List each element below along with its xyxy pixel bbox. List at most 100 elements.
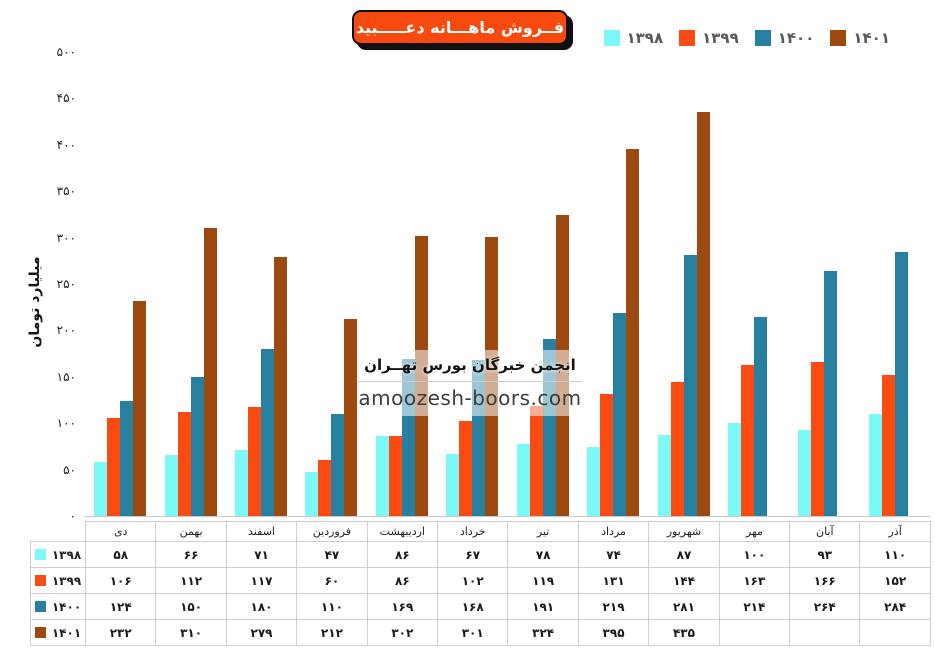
legend-item-۱۳۹۹: ۱۳۹۹ [679,29,739,47]
bar [261,348,275,516]
watermark-url-text: amoozesh-boors.com [358,386,582,410]
row-header-cell: ۱۳۹۹ [30,567,86,594]
legend-label: ۱۳۹۸ [626,29,664,47]
bar [626,149,640,516]
value-cell: ۳۰۱ [437,619,509,646]
month-header-cell: بهمن [155,521,227,542]
value-cell: ۳۹۵ [577,619,650,646]
value-cell: ۳۱۰ [155,619,227,646]
y-tick-label: ۴۵۰ [56,91,76,106]
value-cell: ۲۸۱ [648,593,720,620]
row-header: ۱۴۰۰ [32,600,85,614]
value-cell: ۱۱۷ [225,567,298,594]
legend-swatch-icon [603,30,620,46]
bar-group-10 [719,52,789,516]
value-cell: ۱۳۱ [577,567,650,594]
bar [727,423,741,516]
bar-group-6 [437,52,507,516]
y-tick-label: ۱۰۰ [56,416,76,431]
value-cell: ۲۱۴ [718,593,791,620]
month-header-cell: فروردین [296,521,368,542]
value-cell: ۹۳ [789,541,861,568]
chart-legend: ۱۳۹۸ ۱۳۹۹ ۱۴۰۰ ۱۴۰۱ [603,29,890,47]
bar [683,255,697,516]
bar [529,405,543,516]
row-year-label: ۱۳۹۸ [51,547,82,562]
row-header: ۱۳۹۹ [32,574,85,588]
bar [613,312,627,516]
value-cell: ۲۸۴ [859,593,931,620]
bar-group-12 [860,52,930,516]
month-header-cell: دی [84,521,157,542]
bar-group-8 [578,52,648,516]
value-cell: ۳۲۴ [507,619,579,646]
month-header-cell: آبان [789,521,861,542]
bar [516,443,530,516]
bar-group-9 [648,52,718,516]
month-header-cell: اسفند [225,521,298,542]
bar-group-1 [85,52,155,516]
value-cell: ۱۶۹ [366,593,439,620]
value-cell: ۱۹۱ [507,593,579,620]
legend-item-۱۴۰۰: ۱۴۰۰ [754,29,814,47]
value-cell: ۶۶ [155,541,227,568]
bar [811,361,825,516]
bar [587,447,601,516]
y-tick-label: ۲۵۰ [56,277,76,291]
value-cell: ۱۶۸ [437,593,509,620]
bar [305,472,319,516]
plot-area [85,52,930,516]
bar [107,417,121,516]
bar [740,364,754,516]
value-cell: ۲۷۹ [225,619,298,646]
value-cell: ۱۵۰ [155,593,227,620]
table-corner-cell [31,522,86,542]
table-row-1399: ۱۳۹۹ ۱۰۶ ۱۱۲ ۱۱۷ ۶۰ ۸۶ ۱۰۲ ۱۱۹ ۱۳۱ ۱۴۴ ۱۶۳ ۱۶۶ ۱۵۲ [30,567,931,594]
legend-swatch-icon [830,30,847,46]
value-cell: ۷۸ [507,541,579,568]
bar [798,429,812,516]
bar [94,462,108,516]
legend-swatch-icon [679,30,696,46]
value-cell: ۱۰۰ [718,541,791,568]
bar [203,228,217,516]
bar [446,453,460,516]
y-tick-label: ۳۵۰ [56,184,76,199]
row-header: ۱۳۹۸ [32,547,85,562]
month-header-cell: مهر [718,521,791,542]
bar-group-11 [789,52,859,516]
month-header-cell: تیر [507,521,579,542]
bar [824,271,838,516]
row-swatch-icon [34,549,46,560]
row-swatch-icon [34,627,46,638]
bar [344,319,358,516]
value-cell: ۱۴۴ [648,567,720,594]
y-tick-label: ۴۰۰ [56,137,76,152]
bar [657,435,671,516]
bar [459,421,473,516]
bar-group-2 [155,52,225,516]
row-header-cell: ۱۴۰۱ [30,619,86,646]
bar [331,413,345,516]
y-tick-label: ۱۵۰ [56,369,76,384]
value-cell: ۱۱۰ [296,593,368,620]
value-cell [718,619,791,646]
bar [190,376,204,516]
value-cell: ۵۸ [84,541,157,568]
value-cell: ۱۱۲ [155,567,227,594]
month-header-cell: اردیبهشت [366,521,439,542]
chart-title: فــروش ماهـــانه دعـــــبید [355,18,565,37]
value-cell: ۶۰ [296,567,368,594]
value-cell: ۱۰۲ [437,567,509,594]
value-cell: ۶۷ [437,541,509,568]
value-cell: ۲۶۴ [789,593,861,620]
y-tick-label: ۵۰۰ [56,45,76,59]
value-cell: ۸۶ [366,567,439,594]
data-table: دی بهمن اسفند فروردین اردیبهشت خرداد تیر مرداد ش… [30,521,931,646]
legend-label: ۱۳۹۹ [702,29,739,47]
month-header-cell: آذر [859,521,931,542]
bar [868,413,882,516]
value-cell: ۴۷ [296,541,368,568]
value-cell: ۷۴ [577,541,650,568]
